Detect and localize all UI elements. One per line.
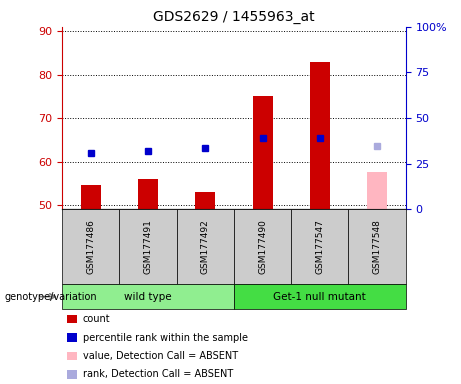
Text: genotype/variation: genotype/variation — [5, 291, 97, 302]
Text: GSM177547: GSM177547 — [315, 219, 325, 274]
Bar — [310, 61, 330, 209]
Bar — [367, 172, 387, 209]
Text: GSM177486: GSM177486 — [86, 219, 95, 274]
Text: GSM177548: GSM177548 — [372, 219, 382, 274]
Text: wild type: wild type — [124, 291, 172, 302]
Text: Get-1 null mutant: Get-1 null mutant — [273, 291, 366, 302]
Text: GSM177491: GSM177491 — [143, 219, 153, 274]
Text: count: count — [83, 314, 111, 324]
Text: value, Detection Call = ABSENT: value, Detection Call = ABSENT — [83, 351, 238, 361]
Text: GSM177490: GSM177490 — [258, 219, 267, 274]
Text: percentile rank within the sample: percentile rank within the sample — [83, 333, 248, 343]
Bar — [253, 96, 272, 209]
Bar — [138, 179, 158, 209]
Title: GDS2629 / 1455963_at: GDS2629 / 1455963_at — [153, 10, 315, 25]
Text: rank, Detection Call = ABSENT: rank, Detection Call = ABSENT — [83, 369, 233, 379]
Bar — [195, 192, 215, 209]
Bar — [81, 185, 101, 209]
Text: GSM177492: GSM177492 — [201, 219, 210, 274]
